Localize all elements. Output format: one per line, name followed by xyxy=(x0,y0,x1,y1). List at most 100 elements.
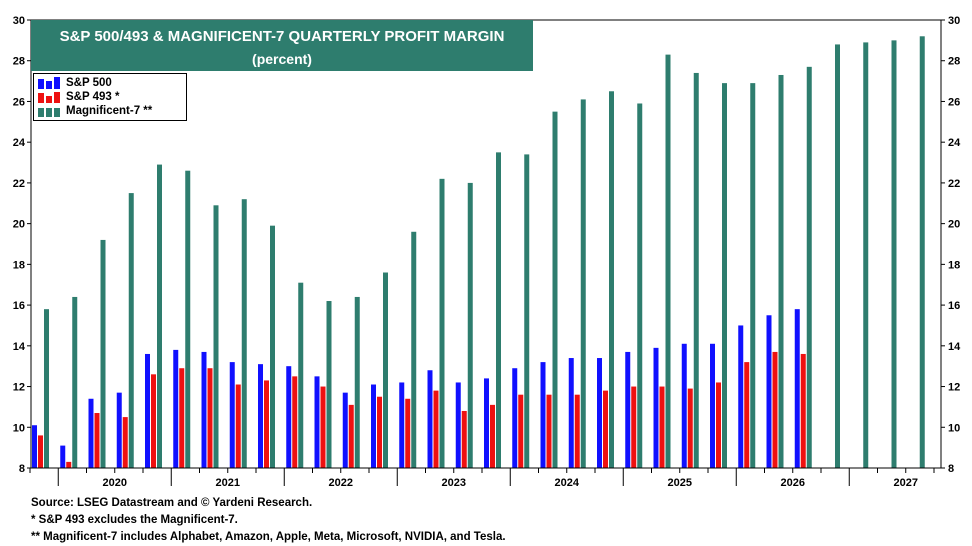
ytick-label-right-26: 26 xyxy=(948,96,960,108)
ytick-label-right-20: 20 xyxy=(948,219,960,231)
legend-swatch-sp500 xyxy=(38,77,60,89)
bar-sp500-q22 xyxy=(625,351,631,468)
chart-title: S&P 500/493 & MAGNIFICENT-7 QUARTERLY PR… xyxy=(59,28,505,45)
bar-sp500-q5 xyxy=(145,353,150,468)
bar-mag7-q8 xyxy=(241,199,247,468)
ytick-label-left-16: 16 xyxy=(13,300,25,312)
ytick-label-left-26: 26 xyxy=(13,96,25,108)
bar-sp493-q23 xyxy=(659,386,665,468)
bar-sp500-q23 xyxy=(653,347,659,468)
bar-sp500-q4 xyxy=(116,392,122,468)
legend-item-sp493: S&P 493 * xyxy=(38,90,120,104)
bar-mag7-q16 xyxy=(467,182,473,468)
bar-mag7-q22 xyxy=(637,103,643,468)
bar-mag7-q26 xyxy=(750,83,756,469)
ytick-label-left-18: 18 xyxy=(13,259,25,271)
bar-sp493-q14 xyxy=(405,398,411,468)
ytick-label-right-12: 12 xyxy=(948,382,960,394)
year-label-2021: 2021 xyxy=(216,477,240,489)
bar-mag7-q12 xyxy=(354,296,360,468)
bar-sp493-q25 xyxy=(716,382,721,468)
ytick-label-left-24: 24 xyxy=(13,137,26,149)
chart-title-box: S&P 500/493 & MAGNIFICENT-7 QUARTERLY PR… xyxy=(31,20,533,71)
bar-sp500-q26 xyxy=(738,325,744,468)
bar-sp493-q19 xyxy=(546,394,552,468)
bar-mag7-q32 xyxy=(919,36,925,469)
year-label-2027: 2027 xyxy=(894,477,918,489)
bar-sp500-q27 xyxy=(766,315,772,468)
legend: S&P 500 S&P 493 * Magnificent-7 ** xyxy=(33,73,187,121)
source-note: Source: LSEG Datastream and © Yardeni Re… xyxy=(31,497,313,509)
ytick-label-right-28: 28 xyxy=(948,56,960,68)
footnote-sp493: * S&P 493 excludes the Magnificent-7. xyxy=(31,514,238,526)
bar-sp500-q28 xyxy=(794,309,800,468)
bar-sp500-q6 xyxy=(173,349,179,468)
legend-label-sp493: S&P 493 * xyxy=(66,91,120,103)
bar-sp493-q26 xyxy=(744,362,750,468)
bar-mag7-q29 xyxy=(835,44,840,468)
bar-sp500-q25 xyxy=(710,343,715,468)
bar-sp493-q8 xyxy=(235,384,241,468)
bar-mag7-q2 xyxy=(72,296,78,468)
bar-sp500-q8 xyxy=(229,362,235,468)
ytick-label-right-22: 22 xyxy=(948,178,960,190)
bar-sp500-q7 xyxy=(201,351,207,468)
bar-sp500-q21 xyxy=(597,358,602,468)
bar-sp493-q12 xyxy=(348,404,354,468)
bar-mag7-q27 xyxy=(778,74,784,469)
bar-mag7-q6 xyxy=(185,170,191,468)
ytick-label-left-14: 14 xyxy=(13,341,26,353)
year-label-2025: 2025 xyxy=(668,477,692,489)
bar-mag7-q18 xyxy=(524,154,530,468)
ytick-label-right-18: 18 xyxy=(948,259,960,271)
ytick-label-left-12: 12 xyxy=(13,382,25,394)
bar-mag7-q28 xyxy=(806,66,812,468)
bar-sp493-q1 xyxy=(38,435,43,468)
bar-sp493-q18 xyxy=(518,394,524,468)
bar-mag7-q17 xyxy=(496,152,501,468)
bar-sp500-q15 xyxy=(427,370,433,468)
bar-sp493-q6 xyxy=(179,368,185,468)
bar-sp500-q11 xyxy=(314,376,320,468)
ytick-label-left-22: 22 xyxy=(13,178,25,190)
bar-mag7-q31 xyxy=(891,40,897,468)
ytick-label-left-20: 20 xyxy=(13,219,25,231)
ytick-label-left-28: 28 xyxy=(13,56,25,68)
legend-label-sp500: S&P 500 xyxy=(66,77,112,89)
bar-sp500-q3 xyxy=(88,398,94,468)
bar-sp500-q1 xyxy=(32,425,37,468)
bar-mag7-q21 xyxy=(609,91,614,468)
bar-sp493-q9 xyxy=(264,380,269,468)
ytick-label-right-24: 24 xyxy=(948,137,961,149)
bar-mag7-q24 xyxy=(693,72,699,468)
ytick-label-left-10: 10 xyxy=(13,422,25,434)
bar-mag7-q30 xyxy=(863,42,869,469)
bar-sp493-q21 xyxy=(603,390,608,468)
bar-sp493-q10 xyxy=(292,376,298,468)
bar-sp493-q28 xyxy=(800,353,806,468)
y-axes: 8 8 10 10 12 12 14 14 16 16 18 18 20 20 22 22 24 24 26 26 28… xyxy=(13,15,961,475)
bar-sp500-q10 xyxy=(286,366,292,468)
bar-mag7-q9 xyxy=(270,225,275,468)
bar-mag7-q5 xyxy=(157,164,162,468)
bar-mag7-q11 xyxy=(326,301,332,468)
bars-layer xyxy=(32,36,925,469)
ytick-label-right-10: 10 xyxy=(948,422,960,434)
bar-mag7-q15 xyxy=(439,178,445,468)
bar-mag7-q23 xyxy=(665,54,671,468)
legend-swatch-mag7 xyxy=(38,105,60,117)
bar-sp493-q2 xyxy=(66,461,72,468)
ytick-label-right-8: 8 xyxy=(948,463,954,475)
year-label-2023: 2023 xyxy=(442,477,466,489)
ytick-label-right-14: 14 xyxy=(948,341,961,353)
bar-mag7-q4 xyxy=(128,193,134,468)
bar-sp500-q18 xyxy=(512,368,518,468)
bar-mag7-q1 xyxy=(44,309,49,468)
ytick-label-left-8: 8 xyxy=(19,463,25,475)
bar-sp493-q11 xyxy=(320,386,326,468)
bar-sp500-q24 xyxy=(681,343,687,468)
bar-mag7-q25 xyxy=(722,83,727,469)
year-label-2022: 2022 xyxy=(329,477,353,489)
chart-subtitle: (percent) xyxy=(252,51,312,67)
bar-sp493-q22 xyxy=(631,386,637,468)
